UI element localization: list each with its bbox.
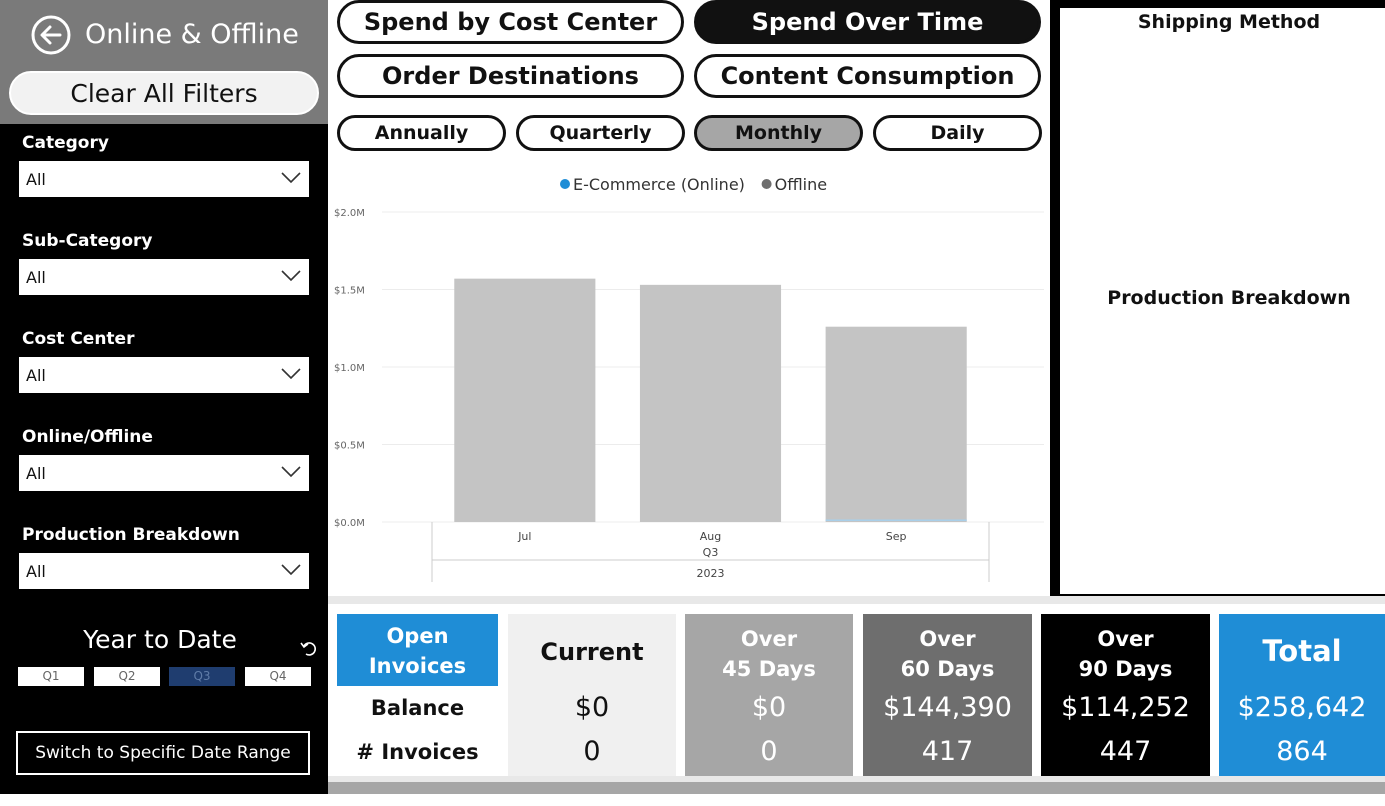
- tab-spend-by-cost-center[interactable]: Spend by Cost Center: [337, 0, 684, 44]
- filter-label-cost-center: Cost Center: [22, 329, 135, 349]
- legend-marker: [560, 179, 570, 189]
- online-offline-dropdown[interactable]: All: [19, 455, 309, 491]
- tab-spend-over-time[interactable]: Spend Over Time: [694, 0, 1041, 44]
- production-breakdown-title: Production Breakdown: [1107, 287, 1351, 309]
- balance-value: $114,252: [1061, 692, 1190, 723]
- chevron-down-icon: [281, 466, 301, 478]
- invoice-count-value: 864: [1276, 736, 1328, 767]
- invoice-count-row-label: # Invoices: [356, 740, 479, 764]
- column-header: Over 90 Days: [1078, 627, 1173, 681]
- period-quarterly[interactable]: Quarterly: [516, 115, 685, 151]
- invoice-count-value: 0: [760, 736, 778, 767]
- quarter-button-q1[interactable]: Q1: [18, 667, 84, 686]
- invoice-label-column: Open Invoices Balance # Invoices: [337, 614, 498, 776]
- undo-icon[interactable]: [299, 638, 319, 658]
- column-header: Current: [540, 638, 644, 666]
- x-group-year-label: 2023: [697, 567, 725, 580]
- legend-label: E-Commerce (Online): [573, 175, 745, 194]
- category-dropdown[interactable]: All: [19, 161, 309, 197]
- right-panel: [1060, 8, 1385, 594]
- balance-value: $144,390: [883, 692, 1012, 723]
- x-tick-label: Aug: [700, 530, 721, 543]
- y-tick-label: $0.0M: [334, 518, 365, 529]
- shipping-method-title: Shipping Method: [1137, 11, 1321, 33]
- dropdown-value: All: [26, 268, 46, 287]
- invoice-count-value: 0: [583, 736, 601, 767]
- y-tick-label: $0.5M: [334, 441, 365, 452]
- y-tick-label: $2.0M: [334, 208, 365, 219]
- back-arrow-icon[interactable]: [30, 14, 72, 56]
- quarter-button-q4[interactable]: Q4: [245, 667, 311, 686]
- filter-sidebar: Online & Offline Clear All Filters Categ…: [0, 0, 328, 794]
- production-breakdown-dropdown[interactable]: All: [19, 553, 309, 589]
- spend-over-time-chart: E-Commerce (Online) Offline $0.0M $0.5M $1.0…: [334, 175, 1044, 582]
- filter-label-online-offline: Online/Offline: [22, 427, 153, 447]
- clear-all-filters-button[interactable]: Clear All Filters: [9, 71, 319, 115]
- period-monthly[interactable]: Monthly: [694, 115, 863, 151]
- y-tick-label: $1.5M: [334, 286, 365, 297]
- chevron-down-icon: [281, 172, 301, 184]
- period-annually[interactable]: Annually: [337, 115, 506, 151]
- period-daily[interactable]: Daily: [873, 115, 1042, 151]
- filter-label-production-breakdown: Production Breakdown: [22, 525, 240, 545]
- x-tick-label: Sep: [886, 530, 907, 543]
- cost-center-dropdown[interactable]: All: [19, 357, 309, 393]
- chevron-down-icon: [281, 270, 301, 282]
- chevron-down-icon: [281, 564, 301, 576]
- column-header: Total: [1262, 634, 1342, 668]
- quarter-button-q3[interactable]: Q3: [169, 667, 235, 686]
- column-header: Over 60 Days: [900, 627, 995, 681]
- over-90-days-column: Over 90 Days $114,252 447: [1041, 614, 1210, 776]
- y-tick-label: $1.0M: [334, 363, 365, 374]
- balance-row-label: Balance: [370, 696, 465, 720]
- open-invoices-title: Open Invoices: [368, 624, 467, 678]
- total-column: Total $258,642 864: [1219, 614, 1385, 776]
- dropdown-value: All: [26, 366, 46, 385]
- dropdown-value: All: [26, 170, 46, 189]
- bottom-divider: [328, 782, 1385, 794]
- dropdown-value: All: [26, 464, 46, 483]
- invoice-count-value: 417: [921, 736, 974, 767]
- tab-order-destinations[interactable]: Order Destinations: [337, 54, 684, 98]
- balance-value: $0: [751, 692, 787, 723]
- page-title: Online & Offline: [85, 19, 299, 50]
- legend-marker: [761, 179, 772, 189]
- balance-value: $258,642: [1237, 692, 1367, 723]
- tab-content-consumption[interactable]: Content Consumption: [694, 54, 1041, 98]
- switch-date-range-button[interactable]: Switch to Specific Date Range: [16, 731, 310, 775]
- chevron-down-icon: [281, 368, 301, 380]
- over-45-days-column: Over 45 Days $0 0: [685, 614, 853, 776]
- dropdown-value: All: [26, 562, 46, 581]
- open-invoices-header: Open Invoices: [337, 614, 498, 686]
- bar-online: [825, 519, 967, 521]
- sub-category-dropdown[interactable]: All: [19, 259, 309, 295]
- legend-label: Offline: [775, 175, 828, 194]
- column-header: Over 45 Days: [722, 627, 816, 681]
- invoice-count-value: 447: [1099, 736, 1152, 767]
- current-column: Current $0 0: [508, 614, 676, 776]
- bar-offline: [454, 278, 596, 522]
- over-60-days-column: Over 60 Days $144,390 417: [863, 614, 1032, 776]
- x-tick-label: Jul: [517, 530, 531, 543]
- x-group-quarter-label: Q3: [703, 546, 719, 559]
- filter-label-category: Category: [22, 133, 109, 153]
- filter-label-sub-category: Sub-Category: [22, 231, 153, 251]
- date-filter-title: Year to Date: [83, 625, 237, 654]
- bar-offline: [825, 326, 967, 522]
- balance-value: $0: [574, 692, 610, 723]
- bar-offline: [639, 284, 782, 522]
- quarter-button-q2[interactable]: Q2: [94, 667, 160, 686]
